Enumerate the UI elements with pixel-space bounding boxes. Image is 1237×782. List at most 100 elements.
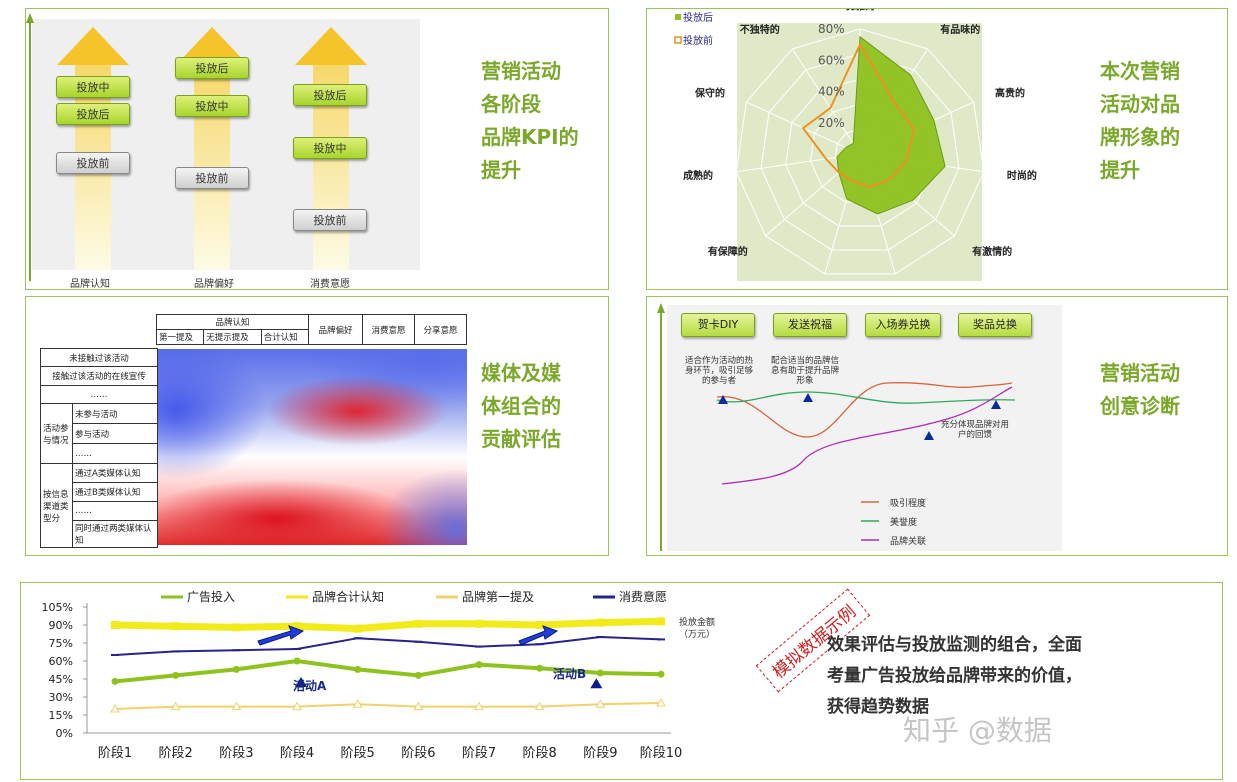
radar-tick-label: 60%	[818, 53, 845, 67]
radar-category-label: 年轻的	[788, 290, 818, 291]
radar-tick-label: 40%	[818, 85, 845, 99]
hm-group-1-label: 活动参与情况	[40, 403, 73, 464]
line-xtick-label: 阶段10	[640, 746, 683, 761]
heatmap-gradient	[157, 349, 467, 545]
hm-g2-item-4: 同时通过两类媒体认知	[72, 520, 158, 548]
kpi-col1-btn-1: 投放中	[56, 76, 130, 98]
line-point	[170, 701, 181, 711]
radar-category-label: 有个性的	[902, 290, 942, 291]
radar-series-before	[801, 42, 916, 189]
creative-canvas	[667, 305, 1062, 551]
trend-caption: 效果评估与投放监测的组合，全面 考量广告投放给品牌带来的价值， 获得趋势数据	[827, 635, 1082, 717]
line-point	[232, 623, 241, 632]
activity-b-arrow	[518, 625, 559, 646]
line-point	[595, 699, 606, 708]
panel-radar: 20% 40% 60% 80% 优雅的有品味的高贵的时尚的有激情的有个性的 年轻的 有保障的…	[646, 8, 1228, 291]
radar-legend-after: 投放后	[683, 11, 713, 24]
line-point	[292, 701, 302, 711]
radar-category-label: 优雅的	[845, 9, 875, 13]
hm-g2-item-1: 通过A类媒体认知	[72, 463, 158, 483]
activity-a-arrow	[257, 625, 305, 646]
line-point	[656, 697, 666, 707]
arrow-col1	[57, 27, 129, 270]
line-ytick-label: 90%	[49, 619, 73, 632]
creative-axis	[657, 303, 665, 551]
line-xtick-label: 阶段3	[219, 746, 253, 761]
line-point	[414, 671, 422, 679]
panel-heatmap: 品牌认知 品牌偏好 消费意愿 分享意愿 第一提及 无提示提及 合计认知 未接触过…	[25, 296, 609, 556]
line-point	[536, 664, 544, 672]
hm-sub-first: 第一提及	[155, 329, 205, 345]
panel-trend: 0% 15% 30% 45% 60% 75% 90% 105% 阶段1 阶段2 阶段3 阶段4 阶段5 阶…	[20, 582, 1223, 780]
radar-legend-before: 投放前	[683, 34, 713, 47]
line-reputation	[716, 391, 1016, 404]
line-point	[171, 622, 180, 631]
hm-g2-item-3: ……	[72, 501, 158, 521]
line-attract	[716, 382, 1013, 438]
radar-category-label: 高贵的	[995, 86, 1025, 99]
kpi-col3-btn-1: 投放后	[293, 84, 367, 106]
trend-right-annotation: 投放金额 （万元）	[679, 618, 716, 640]
radar-series-after	[836, 35, 946, 215]
radar-category-label: 有品味的	[940, 23, 980, 36]
line-xtick-label: 阶段7	[462, 746, 496, 761]
trend-activity-b: 活动B	[553, 667, 587, 681]
kpi-col3-btn-2: 投放中	[293, 137, 367, 159]
creative-caption: 营销活动 创意诊断	[1100, 361, 1180, 418]
kpi-col1-btn-3: 投放前	[56, 152, 130, 174]
line-ytick-label: 0%	[56, 727, 73, 740]
hm-group-2-label: 按信息渠道类型分	[40, 463, 73, 548]
hm-g1-item-3: ……	[72, 443, 158, 464]
kpi-col2-label: 品牌偏好	[194, 279, 234, 290]
line-xtick-label: 阶段8	[523, 746, 557, 761]
radar-grid-ring	[760, 53, 960, 251]
line-point	[232, 665, 240, 673]
line-point	[414, 619, 423, 628]
line-point	[596, 618, 605, 627]
radar-tick-label: 20%	[818, 116, 845, 130]
radar-category-label: 有激情的	[972, 245, 1012, 258]
creative-btn-bless: 发送祝福	[773, 313, 847, 337]
line-point	[231, 701, 242, 711]
line-point	[657, 617, 665, 626]
kpi-col1-label: 品牌认知	[70, 279, 110, 290]
line-point	[413, 701, 424, 711]
radar-caption: 本次营销 活动对品 牌形象的 提升	[1100, 59, 1180, 182]
hm-g2-item-2: 通过B类媒体认知	[72, 482, 158, 502]
kpi-col2-btn-3: 投放前	[175, 167, 249, 189]
line-point	[172, 671, 180, 679]
line-point	[475, 661, 483, 669]
creative-lines	[716, 382, 1016, 541]
radar-category-label: 不独特的	[740, 23, 780, 36]
line-point	[534, 701, 545, 711]
line-point	[293, 622, 301, 631]
line-ytick-label: 75%	[49, 637, 73, 650]
creative-annotation-1: 适合作为活动的热 身环节，吸引足够 的参与者	[685, 356, 754, 386]
line-point	[110, 703, 120, 713]
marker-1	[718, 395, 728, 404]
heatmap-header-table: 品牌认知 品牌偏好 消费意愿 分享意愿 第一提及 无提示提及 合计认知	[155, 314, 467, 345]
radar-category-label: 有保障的	[708, 245, 748, 258]
radar-grid-ring	[735, 28, 985, 275]
line-series-3	[114, 635, 662, 656]
kpi-col2-btn-2: 投放中	[175, 95, 249, 117]
line-xtick-label: 阶段9	[583, 746, 617, 761]
line-point	[111, 677, 119, 685]
radar-category-label: 保守的	[694, 86, 725, 99]
line-legend-label: 消费意愿	[619, 589, 667, 604]
creative-btn-card: 贺卡DIY	[681, 313, 755, 337]
panel-kpi: 投放中 投放后 投放前 投放后 投放中 投放前 投放后 投放中 投放前 品牌认知…	[25, 8, 609, 290]
kpi-axis	[26, 13, 34, 281]
line-ytick-label: 30%	[49, 691, 73, 704]
line-legend-label: 广告投入	[187, 589, 235, 604]
radar-spoke	[791, 48, 861, 155]
legend-attract: 吸引程度	[890, 499, 927, 509]
kpi-col1-btn-2: 投放后	[56, 103, 130, 125]
line-point	[657, 670, 665, 678]
panel-creative: 贺卡DIY 发送祝福 入场券兑换 奖品兑换 适合作为活动的热 身环节，吸引足够 的参…	[646, 296, 1228, 556]
hm-header-pref: 品牌偏好	[308, 314, 363, 345]
hm-header-intent: 消费意愿	[362, 314, 415, 345]
creative-annotation-3: 充分体现品牌对用 户的回馈	[941, 420, 1010, 440]
line-point	[352, 699, 363, 708]
heatmap-caption: 媒体及媒 体组合的 贡献评估	[481, 361, 561, 451]
